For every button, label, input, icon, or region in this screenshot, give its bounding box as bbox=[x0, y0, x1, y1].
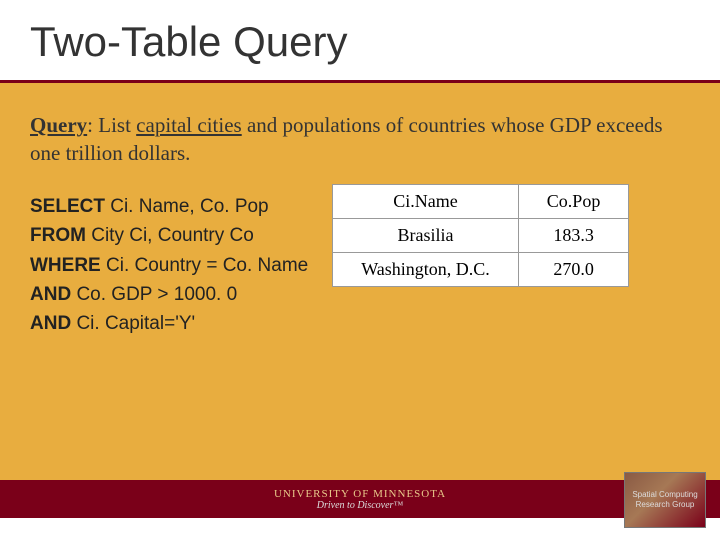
sql-line: WHERE Ci. Country = Co. Name bbox=[30, 251, 308, 280]
sql-keyword: SELECT bbox=[30, 196, 105, 217]
title-region: Two-Table Query bbox=[0, 0, 720, 83]
result-table: Ci.Name Co.Pop Brasilia 183.3 Washington… bbox=[332, 184, 629, 287]
query-underlined: capital cities bbox=[136, 113, 242, 137]
footer-bar: UNIVERSITY OF MINNESOTA Driven to Discov… bbox=[0, 480, 720, 518]
content-region: Query: List capital cities and populatio… bbox=[0, 83, 720, 359]
sql-block: SELECT Ci. Name, Co. Pop FROM City Ci, C… bbox=[30, 192, 308, 339]
sql-keyword: AND bbox=[30, 284, 71, 305]
footer-tagline: Driven to Discover™ bbox=[317, 500, 403, 511]
query-text-before: : List bbox=[87, 113, 136, 137]
sql-line: AND Co. GDP > 1000. 0 bbox=[30, 280, 308, 309]
main-row: SELECT Ci. Name, Co. Pop FROM City Ci, C… bbox=[30, 192, 690, 339]
sql-line: AND Ci. Capital='Y' bbox=[30, 309, 308, 338]
query-description: Query: List capital cities and populatio… bbox=[30, 111, 690, 168]
sql-keyword: FROM bbox=[30, 225, 86, 246]
sql-rest: City Ci, Country Co bbox=[86, 225, 254, 246]
sql-rest: Ci. Capital='Y' bbox=[71, 313, 195, 334]
sql-line: SELECT Ci. Name, Co. Pop bbox=[30, 192, 308, 221]
badge-line: Spatial Computing bbox=[632, 490, 697, 500]
table-row: Washington, D.C. 270.0 bbox=[333, 252, 629, 286]
table-header: Ci.Name bbox=[333, 184, 519, 218]
sql-line: FROM City Ci, Country Co bbox=[30, 221, 308, 250]
table-header: Co.Pop bbox=[518, 184, 629, 218]
table-cell: 183.3 bbox=[518, 218, 629, 252]
footer-bottom-strip bbox=[0, 518, 720, 540]
footer-university: UNIVERSITY OF MINNESOTA bbox=[274, 488, 446, 500]
sql-keyword: AND bbox=[30, 313, 71, 334]
badge-line: Research Group bbox=[636, 500, 695, 510]
table-cell: Washington, D.C. bbox=[333, 252, 519, 286]
sql-rest: Ci. Country = Co. Name bbox=[101, 255, 309, 276]
table-cell: 270.0 bbox=[518, 252, 629, 286]
sql-rest: Ci. Name, Co. Pop bbox=[105, 196, 269, 217]
slide-title: Two-Table Query bbox=[30, 18, 690, 66]
query-label: Query bbox=[30, 113, 87, 137]
sql-rest: Co. GDP > 1000. 0 bbox=[71, 284, 237, 305]
sql-keyword: WHERE bbox=[30, 255, 101, 276]
footer: UNIVERSITY OF MINNESOTA Driven to Discov… bbox=[0, 462, 720, 540]
table-row: Brasilia 183.3 bbox=[333, 218, 629, 252]
research-group-badge: Spatial Computing Research Group bbox=[624, 472, 706, 528]
table-header-row: Ci.Name Co.Pop bbox=[333, 184, 629, 218]
table-cell: Brasilia bbox=[333, 218, 519, 252]
